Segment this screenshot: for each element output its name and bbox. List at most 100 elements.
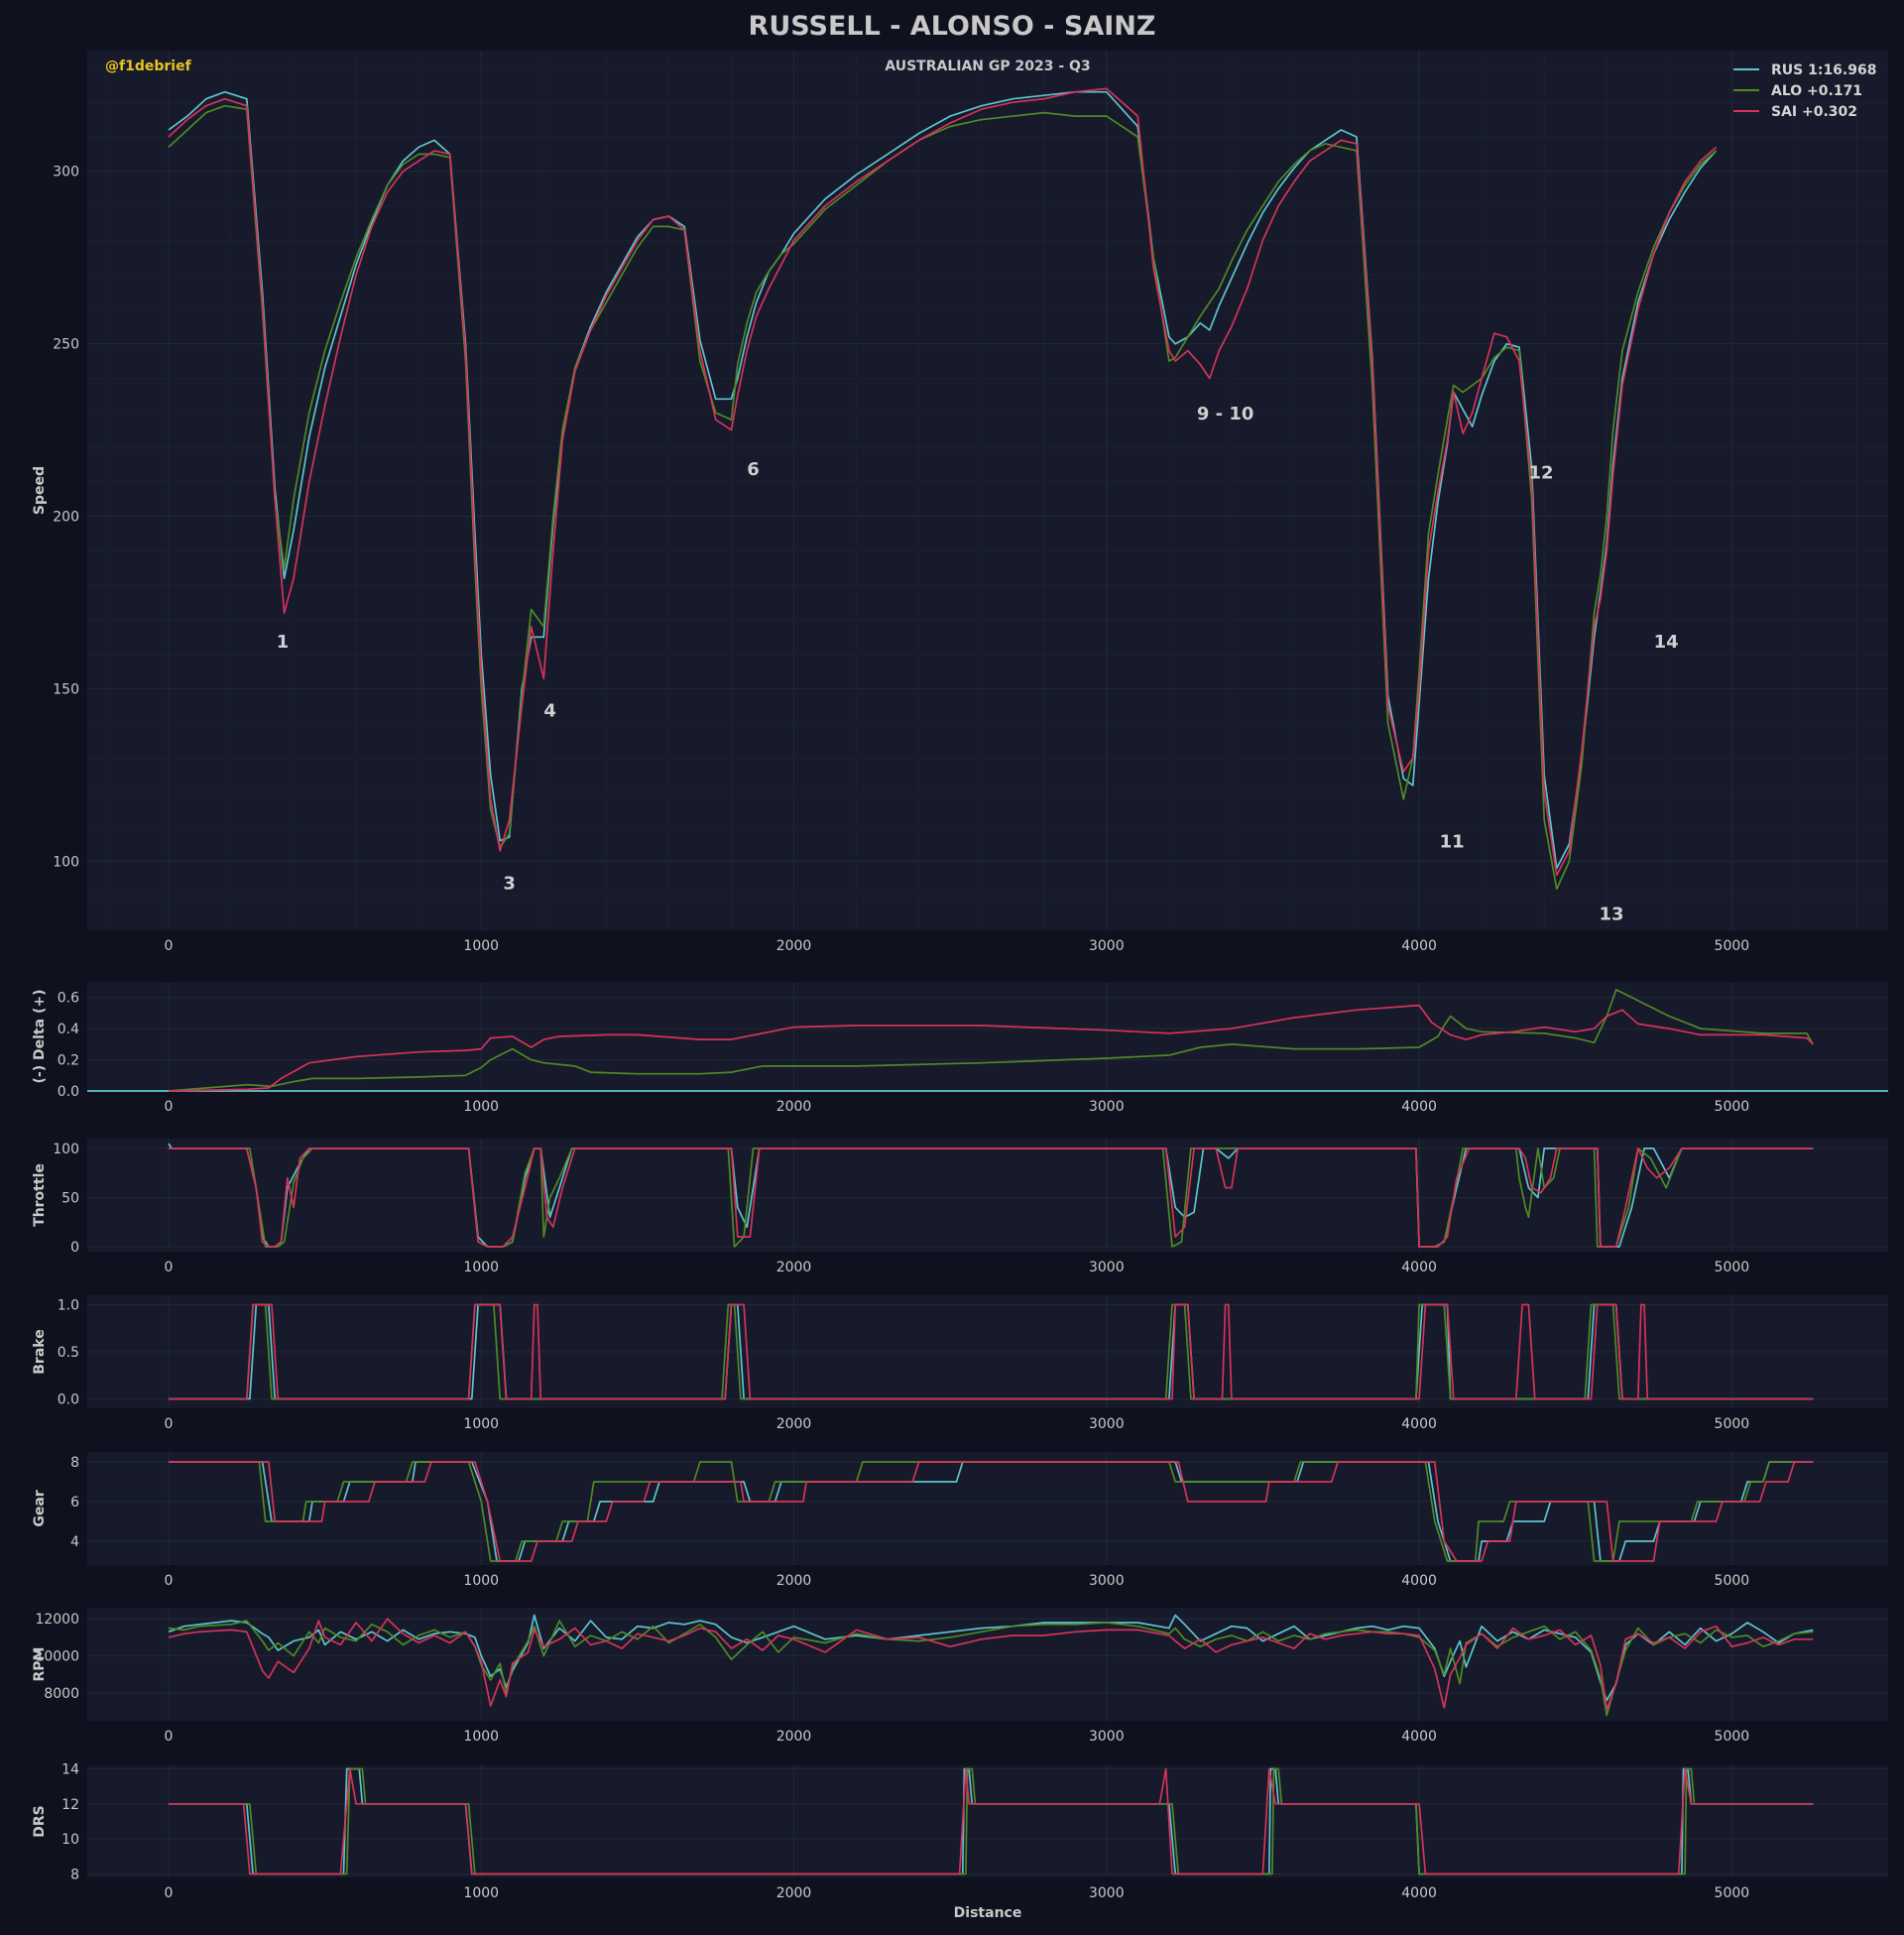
speed-x-tick-label: 2000 — [776, 938, 812, 954]
drs-x-tick-label: 5000 — [1715, 1885, 1750, 1901]
speed-x-tick-label: 4000 — [1401, 938, 1437, 954]
throttle-series-sai — [169, 1148, 1814, 1248]
panel-delta: 0 1000 2000 3000 4000 5000 0.0 0.2 0.4 0.6 (-) Del… — [32, 982, 1888, 1115]
gear-series-sai — [169, 1461, 1814, 1562]
delta-y-tick-label: 0.2 — [58, 1053, 79, 1069]
speed-plot-area — [87, 51, 1888, 930]
delta-series-alo — [168, 989, 1815, 1092]
throttle-y-tick-label: 0 — [70, 1240, 79, 1256]
throttle-x-tick-label: 4000 — [1401, 1260, 1437, 1275]
rpm-y-tick-label: 8000 — [44, 1686, 79, 1702]
speed-y-tick-label: 100 — [53, 854, 79, 870]
drs-y-axis-label: DRS — [32, 1805, 48, 1837]
panels: 0 1000 2000 3000 4000 5000100150200250300Spee… — [32, 51, 1888, 1901]
brake-y-tick-label: 0.5 — [58, 1345, 79, 1361]
delta-x-tick-label: 2000 — [776, 1099, 812, 1115]
gear-x-tick-label: 4000 — [1401, 1573, 1437, 1589]
panel-rpm: 0 1000 2000 3000 4000 5000 8000 10000 12000 RPM — [32, 1608, 1888, 1745]
delta-x-tick-label: 5000 — [1715, 1099, 1750, 1115]
rpm-y-tick-label: 10000 — [35, 1649, 79, 1665]
rpm-x-tick-label: 3000 — [1089, 1729, 1125, 1745]
corner-label: 6 — [747, 459, 760, 480]
brake-series-sai — [169, 1303, 1814, 1400]
gear-x-tick-label: 2000 — [776, 1573, 812, 1589]
brake-y-axis-label: Brake — [32, 1329, 48, 1374]
speed-x-tick-label: 3000 — [1089, 938, 1125, 954]
rpm-plot-area — [87, 1608, 1888, 1721]
drs-x-tick-label: 1000 — [463, 1885, 499, 1901]
speed-x-tick-label: 1000 — [463, 938, 499, 954]
drs-x-tick-label: 4000 — [1401, 1885, 1437, 1901]
panel-drs: 0 1000 2000 3000 4000 5000 8 10 12 14 DRS — [32, 1762, 1888, 1901]
rpm-x-tick-label: 1000 — [463, 1729, 499, 1745]
gear-y-axis-label: Gear — [32, 1490, 48, 1526]
drs-y-tick-label: 10 — [61, 1832, 79, 1848]
throttle-plot-area — [87, 1139, 1888, 1252]
throttle-x-tick-label: 3000 — [1089, 1260, 1125, 1275]
speed-series-sai — [168, 87, 1718, 877]
corner-label: 3 — [503, 873, 516, 894]
delta-x-tick-label: 1000 — [463, 1099, 499, 1115]
panel-throttle: 0 1000 2000 3000 4000 5000 0 50 100 Throttle — [32, 1139, 1888, 1275]
gear-y-tick-label: 8 — [70, 1455, 79, 1471]
drs-plot-area — [87, 1765, 1888, 1877]
gear-x-tick-label: 3000 — [1089, 1573, 1125, 1589]
throttle-y-tick-label: 100 — [53, 1142, 79, 1157]
throttle-x-tick-label: 2000 — [776, 1260, 812, 1275]
delta-series-sai — [168, 1004, 1814, 1092]
drs-y-tick-label: 12 — [61, 1797, 79, 1813]
throttle-x-tick-label: 1000 — [463, 1260, 499, 1275]
drs-y-tick-label: 14 — [61, 1762, 79, 1778]
drs-x-tick-label: 3000 — [1089, 1885, 1125, 1901]
delta-y-axis-label: (-) Delta (+) — [32, 990, 48, 1084]
drs-y-tick-label: 8 — [70, 1867, 79, 1882]
speed-y-tick-label: 150 — [53, 682, 79, 698]
corner-label: 4 — [543, 700, 556, 721]
legend-label-sai: SAI +0.302 — [1771, 104, 1857, 120]
delta-y-tick-label: 0.0 — [58, 1084, 79, 1100]
brake-x-tick-label: 1000 — [463, 1416, 499, 1432]
legend-label-rus: RUS 1:16.968 — [1771, 62, 1876, 78]
panel-gear: 0 1000 2000 3000 4000 5000 4 6 8 Gear — [32, 1452, 1888, 1589]
speed-x-tick-label: 5000 — [1715, 938, 1750, 954]
gear-x-tick-label: 5000 — [1715, 1573, 1750, 1589]
throttle-y-tick-label: 50 — [61, 1190, 79, 1206]
corner-label: 1 — [277, 632, 290, 653]
corner-label: 11 — [1440, 832, 1465, 853]
panel-brake: 0 1000 2000 3000 4000 5000 0.0 0.5 1.0 Brake — [32, 1295, 1888, 1432]
chart-title: RUSSELL - ALONSO - SAINZ — [749, 11, 1156, 42]
drs-series-sai — [169, 1767, 1814, 1875]
delta-y-tick-label: 0.4 — [58, 1022, 79, 1037]
chart-subtitle: AUSTRALIAN GP 2023 - Q3 — [885, 59, 1090, 74]
rpm-x-tick-label: 2000 — [776, 1729, 812, 1745]
corner-label: 13 — [1599, 905, 1623, 925]
gear-x-tick-label: 1000 — [463, 1573, 499, 1589]
gear-plot-area — [87, 1452, 1888, 1565]
brake-x-tick-label: 4000 — [1401, 1416, 1437, 1432]
speed-y-axis-label: Speed — [32, 466, 48, 515]
brake-x-tick-label: 0 — [165, 1416, 174, 1432]
rpm-y-tick-label: 12000 — [35, 1612, 79, 1628]
gear-y-tick-label: 6 — [70, 1495, 79, 1511]
speed-x-tick-label: 0 — [165, 938, 174, 954]
rpm-series-sai — [168, 1618, 1814, 1711]
rpm-x-tick-label: 0 — [165, 1729, 174, 1745]
drs-x-tick-label: 0 — [165, 1885, 174, 1901]
throttle-y-axis-label: Throttle — [32, 1163, 48, 1227]
delta-plot-area — [87, 982, 1888, 1091]
brake-x-tick-label: 3000 — [1089, 1416, 1125, 1432]
rpm-x-tick-label: 4000 — [1401, 1729, 1437, 1745]
legend-label-alo: ALO +0.171 — [1771, 83, 1862, 99]
gear-y-tick-label: 4 — [70, 1534, 79, 1550]
delta-x-tick-label: 0 — [165, 1099, 174, 1115]
brake-x-tick-label: 2000 — [776, 1416, 812, 1432]
delta-x-tick-label: 3000 — [1089, 1099, 1125, 1115]
watermark-handle: @f1debrief — [105, 59, 192, 74]
throttle-x-tick-label: 5000 — [1715, 1260, 1750, 1275]
throttle-x-tick-label: 0 — [165, 1260, 174, 1275]
delta-x-tick-label: 4000 — [1401, 1099, 1437, 1115]
rpm-series-alo — [168, 1620, 1814, 1717]
brake-y-tick-label: 0.0 — [58, 1392, 79, 1408]
brake-x-tick-label: 5000 — [1715, 1416, 1750, 1432]
